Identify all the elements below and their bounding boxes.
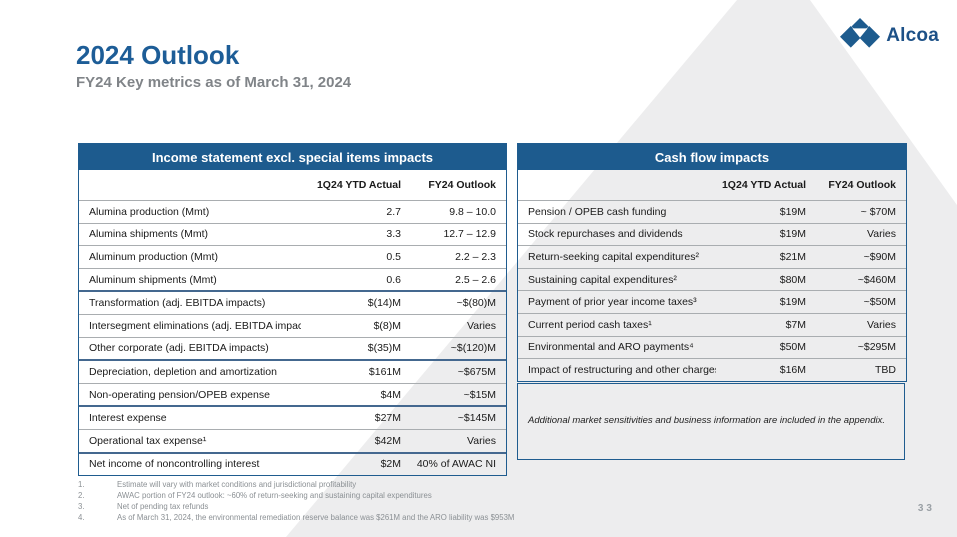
table-row: Operational tax expense¹ $42M Varies xyxy=(79,428,506,452)
table-row: Depreciation, depletion and amortization… xyxy=(79,359,506,383)
footnote: 3. Net of pending tax refunds xyxy=(78,502,209,511)
appendix-note-box: Additional market sensitivities and busi… xyxy=(517,383,905,460)
income-table-column-headers: 1Q24 YTD Actual FY24 Outlook xyxy=(79,170,506,201)
page-subtitle: FY24 Key metrics as of March 31, 2024 xyxy=(76,74,352,91)
table-row: Environmental and ARO payments⁴ $50M ~$2… xyxy=(518,335,906,359)
cashflow-table-title: Cash flow impacts xyxy=(518,144,906,170)
alcoa-wordmark: Alcoa xyxy=(886,25,939,46)
table-row: Current period cash taxes¹ $7M Varies xyxy=(518,312,906,336)
table-row: Transformation (adj. EBITDA impacts) $(1… xyxy=(79,290,506,314)
page-number: 33 xyxy=(917,503,935,514)
cashflow-table-column-headers: 1Q24 YTD Actual FY24 Outlook xyxy=(518,170,906,201)
table-row: Interest expense $27M ~$145M xyxy=(79,405,506,429)
footnote: 2. AWAC portion of FY24 outlook: ~60% of… xyxy=(78,491,432,500)
appendix-note-text: Additional market sensitivities and busi… xyxy=(528,415,885,427)
page-title: 2024 Outlook xyxy=(76,40,240,70)
table-row: Pension / OPEB cash funding $19M ~ $70M xyxy=(528,205,896,218)
table-row: Sustaining capital expenditures² $80M ~$… xyxy=(518,267,906,291)
table-row: Return-seeking capital expenditures² $21… xyxy=(518,245,906,268)
income-col-actual: 1Q24 YTD Actual xyxy=(316,179,401,191)
footnote: 4. As of March 31, 2024, the environment… xyxy=(78,513,515,522)
table-row: Alumina production (Mmt) 2.7 9.8 – 10.0 xyxy=(89,205,496,218)
table-row: Payment of prior year income taxes³ $19M… xyxy=(518,290,906,313)
table-row: Net income of noncontrolling interest $2… xyxy=(79,451,506,476)
footnotes: 1. Estimate will vary with market condit… xyxy=(78,479,638,523)
table-row: Intersegment eliminations (adj. EBITDA i… xyxy=(79,313,506,337)
table-row: Alumina shipments (Mmt) 3.3 12.7 – 12.9 xyxy=(79,222,506,246)
income-col-outlook: FY24 Outlook xyxy=(428,179,496,191)
table-row: Stock repurchases and dividends $19M Var… xyxy=(518,222,906,246)
table-row: Aluminum shipments (Mmt) 0.6 2.5 – 2.6 xyxy=(79,267,506,291)
table-row: Other corporate (adj. EBITDA impacts) $(… xyxy=(79,336,506,360)
cashflow-col-outlook: FY24 Outlook xyxy=(828,179,896,191)
table-row: Aluminum production (Mmt) 0.5 2.2 – 2.3 xyxy=(79,245,506,268)
cashflow-col-actual: 1Q24 YTD Actual xyxy=(721,179,806,191)
table-row: Impact of restructuring and other charge… xyxy=(518,358,906,381)
table-row: Non-operating pension/OPEB expense $4M ~… xyxy=(79,382,506,406)
income-statement-table: Income statement excl. special items imp… xyxy=(78,143,507,477)
alcoa-logo: Alcoa xyxy=(840,18,939,54)
footnote: 1. Estimate will vary with market condit… xyxy=(78,480,357,489)
alcoa-diamonds-icon xyxy=(840,18,881,48)
income-table-title: Income statement excl. special items imp… xyxy=(79,144,506,170)
cash-flow-table: Cash flow impacts 1Q24 YTD Actual FY24 O… xyxy=(517,143,907,382)
